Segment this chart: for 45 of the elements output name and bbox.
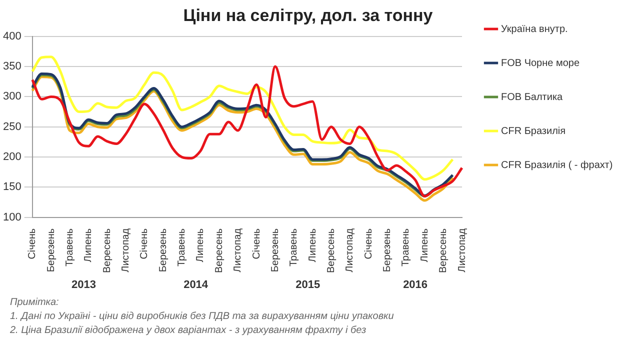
x-tick-label: Листопад	[232, 228, 244, 272]
y-tick-label: 350	[2, 60, 22, 73]
legend-label: CFR Бразилія ( - фрахт)	[501, 160, 613, 171]
x-tick-label: Вересень	[214, 228, 225, 274]
x-tick-label: Листопад	[120, 228, 132, 272]
y-tick-label: 300	[2, 90, 22, 103]
x-tick-label: Липень	[195, 228, 206, 262]
x-tick-label: Липень	[83, 228, 94, 262]
x-tick-label: Травень	[400, 228, 412, 267]
y-tick-label: 100	[2, 211, 22, 224]
x-tick-label: Січень	[251, 228, 262, 260]
text: Примітка:	[10, 296, 60, 310]
y-tick-label: 200	[2, 151, 22, 164]
x-tick-label: Травень	[288, 228, 300, 267]
x-tick-label: Березень	[270, 228, 281, 272]
x-tick-label: Січень	[139, 228, 150, 260]
x-tick-label: Вересень	[326, 228, 337, 274]
text: 1. Дані по Україні - ціни від виробників без ПДВ та за вирахуванням ціни упаковки	[10, 310, 394, 324]
legend-label: CFR Бразилія	[501, 126, 566, 137]
x-tick-label: Січень	[363, 228, 374, 260]
legend-label: FOB Балтика	[501, 92, 564, 103]
x-tick-label: Травень	[64, 228, 76, 267]
legend-label: Україна внутр.	[501, 24, 568, 35]
text: 2016	[403, 279, 428, 291]
x-tick-label: Березень	[46, 228, 57, 272]
x-tick-label: Листопад	[344, 228, 356, 272]
x-tick-label: Листопад	[456, 228, 468, 272]
text: 2013	[71, 279, 96, 291]
line-series	[31, 56, 454, 181]
y-tick-label: 250	[2, 120, 22, 133]
x-tick-label: Січень	[27, 228, 38, 260]
y-tick-label: 400	[2, 30, 22, 42]
x-tick-label: Липень	[307, 228, 318, 262]
y-tick-label: 150	[2, 181, 22, 194]
chart-title: Ціни на селітру, дол. за тонну	[183, 6, 434, 25]
text: 2014	[184, 279, 209, 291]
x-tick-label: Вересень	[438, 228, 450, 274]
x-tick-label: Березень	[382, 228, 394, 272]
text: 2015	[296, 279, 320, 291]
x-tick-label: Березень	[158, 228, 169, 272]
x-tick-label: Липень	[419, 228, 430, 262]
legend-label: FOB Чорне море	[501, 58, 580, 69]
text: 2. Ціна Бразилії відображена у двох варіантах - з урахуванням фрахту і без	[10, 324, 368, 338]
x-tick-label: Травень	[176, 228, 188, 267]
x-tick-label: Вересень	[102, 228, 113, 274]
